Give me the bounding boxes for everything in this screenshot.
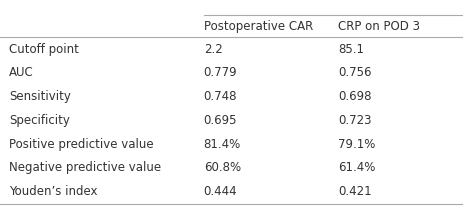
Text: AUC: AUC (9, 66, 34, 79)
Text: Negative predictive value: Negative predictive value (9, 161, 162, 174)
Text: 0.756: 0.756 (338, 66, 371, 79)
Text: 0.444: 0.444 (204, 185, 238, 198)
Text: 0.779: 0.779 (204, 66, 238, 79)
Text: Postoperative CAR: Postoperative CAR (204, 20, 313, 33)
Text: 0.748: 0.748 (204, 90, 237, 103)
Text: 81.4%: 81.4% (204, 138, 241, 151)
Text: 60.8%: 60.8% (204, 161, 241, 174)
Text: 85.1: 85.1 (338, 43, 364, 56)
Text: 0.723: 0.723 (338, 114, 371, 127)
Text: 2.2: 2.2 (204, 43, 222, 56)
Text: 0.698: 0.698 (338, 90, 371, 103)
Text: 79.1%: 79.1% (338, 138, 375, 151)
Text: Youden’s index: Youden’s index (9, 185, 98, 198)
Text: CRP on POD 3: CRP on POD 3 (338, 20, 420, 33)
Text: Cutoff point: Cutoff point (9, 43, 79, 56)
Text: Sensitivity: Sensitivity (9, 90, 71, 103)
Text: Specificity: Specificity (9, 114, 70, 127)
Text: 0.695: 0.695 (204, 114, 237, 127)
Text: 0.421: 0.421 (338, 185, 372, 198)
Text: 61.4%: 61.4% (338, 161, 375, 174)
Text: Positive predictive value: Positive predictive value (9, 138, 154, 151)
